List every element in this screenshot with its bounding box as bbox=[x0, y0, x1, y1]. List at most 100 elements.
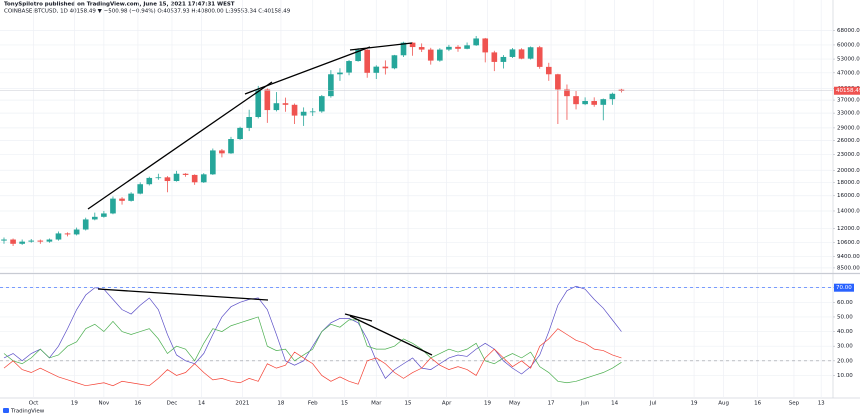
candle-body bbox=[10, 239, 16, 244]
y-tick-label: 9400.00 bbox=[837, 254, 860, 260]
x-tick-label: Feb bbox=[308, 401, 318, 407]
candle-body bbox=[555, 74, 561, 90]
candle-body bbox=[37, 240, 44, 242]
candle-body bbox=[582, 101, 588, 105]
candle-body bbox=[391, 55, 398, 69]
y-tick-label: 8500.00 bbox=[837, 265, 860, 271]
candle-body bbox=[73, 229, 80, 235]
candle-body bbox=[591, 101, 598, 105]
y-tick-label: 10.00 bbox=[837, 373, 853, 379]
candle-body bbox=[337, 72, 343, 75]
x-tick-label: Oct bbox=[29, 401, 39, 407]
candle-body bbox=[527, 47, 534, 59]
y-tick-label: 20000.00 bbox=[837, 168, 860, 174]
candle-body bbox=[219, 150, 225, 154]
candle-body bbox=[500, 56, 507, 62]
drawings bbox=[87, 42, 433, 356]
x-tick-label: Aug bbox=[718, 401, 729, 407]
x-tick-label: 19 bbox=[71, 401, 78, 407]
candle-body bbox=[355, 49, 361, 62]
candle-body bbox=[210, 150, 216, 175]
x-tick-label: 16 bbox=[134, 401, 141, 407]
candle-body bbox=[200, 174, 207, 183]
y-tick-label: 37000.00 bbox=[837, 98, 860, 104]
y-tick-label: 68000.00 bbox=[837, 28, 860, 34]
plot-area: 68000.0060000.0053000.0047000.0041000.00… bbox=[0, 0, 860, 407]
candle-body bbox=[246, 117, 252, 128]
candle-body bbox=[282, 103, 289, 105]
y-tick-label: 29000.00 bbox=[837, 125, 860, 131]
x-tick-label: Sep bbox=[789, 401, 800, 407]
candle-body bbox=[464, 45, 470, 49]
candle-body bbox=[46, 239, 53, 242]
candle-body bbox=[28, 240, 35, 242]
logo-text: TradingView bbox=[10, 409, 45, 415]
x-tick-label: Jul bbox=[649, 401, 657, 407]
publisher: TonySpilotro published on TradingView.co… bbox=[4, 2, 235, 8]
x-tick-label: 14 bbox=[611, 401, 618, 407]
x-tick-label: Dec bbox=[167, 401, 178, 407]
candle-body bbox=[618, 89, 625, 91]
trend-line bbox=[97, 288, 269, 301]
candle-body bbox=[600, 99, 607, 105]
x-tick-label: 14 bbox=[198, 401, 205, 407]
x-tick-label: Jun bbox=[580, 401, 590, 407]
x-tick-label: 17 bbox=[548, 401, 555, 407]
y-tick-label: 20.00 bbox=[837, 358, 853, 364]
trend-line bbox=[244, 46, 371, 95]
logo: TradingView bbox=[3, 408, 45, 415]
candle-body bbox=[164, 177, 171, 182]
candle-body bbox=[437, 49, 443, 61]
last-price-box bbox=[834, 86, 860, 95]
candle-body bbox=[55, 233, 62, 240]
candle-body bbox=[573, 96, 579, 105]
level-box bbox=[834, 283, 854, 292]
candle-body bbox=[536, 47, 543, 67]
x-tick-label: Mar bbox=[371, 401, 382, 407]
y-tick-label: 23000.00 bbox=[837, 152, 860, 158]
y-tick-label: 30.00 bbox=[837, 344, 853, 350]
candle-body bbox=[400, 42, 407, 56]
indicator-line bbox=[3, 328, 622, 387]
y-tick-label: 18000.00 bbox=[837, 180, 860, 186]
candle-body bbox=[518, 49, 525, 59]
y-tick-label: 47000.00 bbox=[837, 70, 860, 76]
candle-body bbox=[328, 74, 334, 97]
candle-body bbox=[264, 89, 271, 111]
indicator-line bbox=[3, 285, 622, 379]
y-tick-label: 16000.00 bbox=[837, 193, 860, 199]
candle-body bbox=[291, 104, 298, 116]
y-tick-label: 33000.00 bbox=[837, 111, 860, 117]
x-tick-label: May bbox=[509, 401, 521, 407]
x-tick-label: 15 bbox=[405, 401, 412, 407]
level-label: 70.00 bbox=[836, 285, 852, 291]
y-tick-label: 10600.00 bbox=[837, 240, 860, 246]
indicator-line bbox=[3, 316, 622, 384]
x-tick-label: 19 bbox=[484, 401, 491, 407]
candle-body bbox=[346, 61, 352, 73]
trend-line bbox=[344, 313, 373, 322]
candle-body bbox=[382, 66, 389, 69]
y-tick-label: 53000.00 bbox=[837, 57, 860, 63]
y-tick-label: 40.00 bbox=[837, 329, 853, 335]
candle-body bbox=[64, 233, 71, 235]
trend-line bbox=[349, 315, 433, 356]
candle-body bbox=[155, 177, 162, 179]
candle-body bbox=[228, 139, 234, 154]
x-tick-label: 16 bbox=[754, 401, 761, 407]
candle-body bbox=[446, 46, 452, 50]
y-tick-label: 14000.00 bbox=[837, 208, 860, 214]
candle-body bbox=[473, 38, 479, 46]
x-tick-label: Apr bbox=[442, 401, 452, 407]
candle-body bbox=[119, 198, 125, 201]
x-tick-label: 2021 bbox=[235, 401, 249, 407]
x-tick-label: 18 bbox=[277, 401, 284, 407]
y-tick-label: 12000.00 bbox=[837, 226, 860, 232]
candle-body bbox=[191, 174, 198, 183]
candle-body bbox=[137, 184, 144, 194]
candle-body bbox=[110, 198, 116, 214]
candle-body bbox=[300, 111, 307, 116]
candle-body bbox=[409, 42, 416, 48]
symbol-info: COINBASE:BTCUSD, 1D 40158.49 ▼ −500.98 (… bbox=[4, 9, 291, 15]
